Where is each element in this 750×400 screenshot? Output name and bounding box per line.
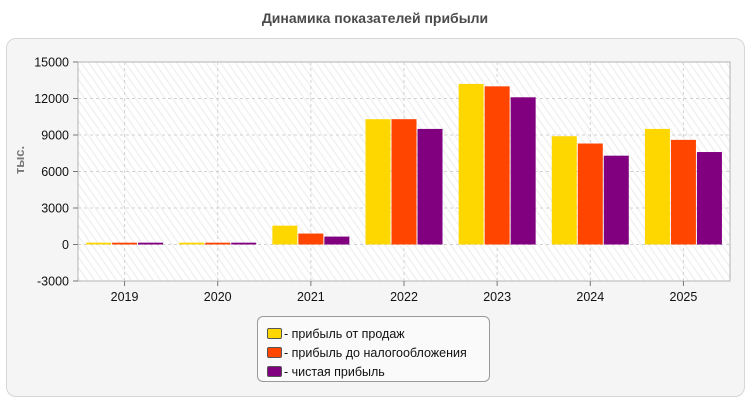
x-tick-label: 2019 xyxy=(111,290,139,304)
x-tick-label: 2025 xyxy=(670,290,698,304)
chart-title: Динамика показателей прибыли xyxy=(261,10,489,26)
y-axis-ticks: -3000 0 3000 6000 9000 12000 15000 xyxy=(34,56,78,289)
x-axis-ticks: 2019 2020 2021 2022 2023 2024 2025 xyxy=(111,281,698,304)
bar xyxy=(231,242,257,245)
bar xyxy=(670,139,696,245)
bar xyxy=(391,119,417,245)
legend-swatch xyxy=(267,328,282,339)
y-tick-label: 6000 xyxy=(41,165,69,179)
legend-swatch xyxy=(267,366,282,377)
legend-label: - прибыль от продаж xyxy=(284,326,405,341)
bar xyxy=(138,242,164,245)
bar xyxy=(298,233,324,245)
bar xyxy=(644,128,670,245)
bar xyxy=(365,119,391,245)
bar xyxy=(551,136,577,245)
x-tick-label: 2024 xyxy=(576,290,604,304)
bar xyxy=(86,242,112,245)
legend-item-net-profit: - чистая прибыль xyxy=(267,362,489,381)
bar xyxy=(179,242,205,245)
bars xyxy=(86,83,722,245)
bar xyxy=(205,242,231,245)
legend-label: - прибыль до налогообложения xyxy=(284,345,467,360)
y-tick-label: -3000 xyxy=(37,275,69,289)
x-tick-label: 2021 xyxy=(297,290,325,304)
y-tick-label: 9000 xyxy=(41,129,69,143)
bar xyxy=(603,155,629,245)
bar xyxy=(696,152,722,245)
y-tick-label: 0 xyxy=(62,238,69,252)
legend-item-sales-profit: - прибыль от продаж xyxy=(267,324,489,343)
bar xyxy=(510,97,536,245)
x-tick-label: 2020 xyxy=(204,290,232,304)
y-tick-label: 3000 xyxy=(41,202,69,216)
bar xyxy=(484,86,510,245)
legend-label: - чистая прибыль xyxy=(284,364,385,379)
y-tick-label: 12000 xyxy=(34,92,69,106)
bar xyxy=(458,83,484,245)
legend-item-pretax-profit: - прибыль до налогообложения xyxy=(267,343,489,362)
bar xyxy=(112,242,138,245)
bar xyxy=(417,128,443,245)
legend: - прибыль от продаж - прибыль до налогоо… xyxy=(257,316,490,382)
x-tick-label: 2022 xyxy=(390,290,418,304)
legend-swatch xyxy=(267,347,282,358)
bar xyxy=(272,225,298,245)
y-tick-label: 15000 xyxy=(34,56,69,70)
bar xyxy=(577,143,603,245)
bar xyxy=(324,236,350,245)
y-axis-label: тыс. xyxy=(12,146,27,174)
x-tick-label: 2023 xyxy=(483,290,511,304)
